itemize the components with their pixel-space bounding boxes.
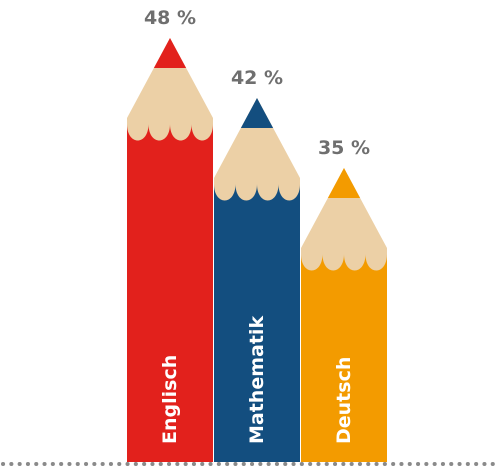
value-label-englisch: 48 % — [144, 7, 196, 29]
pencil-tip-englisch — [153, 38, 187, 68]
category-label-mathematik: Mathematik — [246, 316, 268, 444]
pencil-tip-mathematik — [240, 98, 274, 128]
category-label-deutsch: Deutsch — [333, 357, 355, 444]
value-label-deutsch: 35 % — [318, 137, 370, 159]
pencil-wood-deutsch — [301, 168, 387, 271]
pencil-body-englisch — [127, 118, 213, 462]
category-label-englisch: Englisch — [159, 355, 181, 444]
bars-group: 48 % Englisch 42 % Mathematik 35 % Deutsch — [127, 7, 387, 462]
value-label-mathematik: 42 % — [231, 67, 283, 89]
pencil-body-mathematik — [214, 178, 300, 462]
pencil-wood-mathematik — [214, 98, 300, 201]
pencil-body-deutsch — [301, 248, 387, 462]
pencil-wood-englisch — [127, 38, 213, 141]
pencil-tip-deutsch — [327, 168, 361, 198]
